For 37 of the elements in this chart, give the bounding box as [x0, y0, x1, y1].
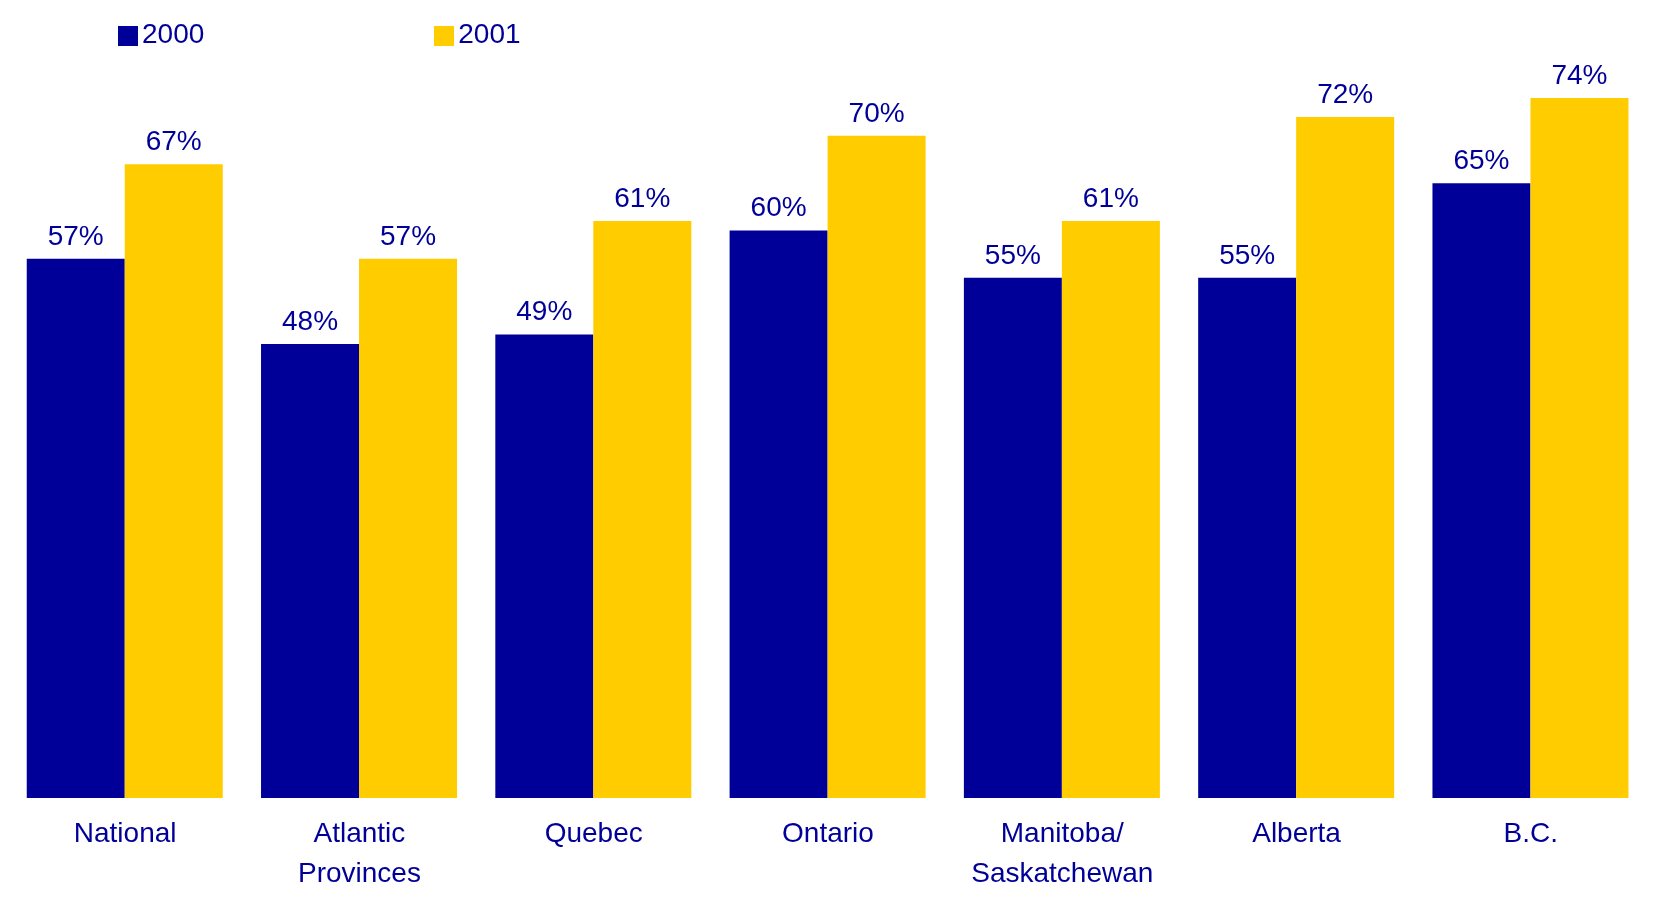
legend-label: 2000 [142, 18, 205, 49]
bar [1530, 98, 1629, 798]
bar [1198, 277, 1297, 798]
bar [124, 164, 223, 798]
data-label: 74% [1551, 59, 1608, 90]
bar [593, 220, 692, 798]
data-label: 60% [750, 191, 807, 223]
data-label: 48% [282, 304, 339, 336]
x-tick-label: Atlantic Provinces [297, 816, 421, 888]
bar [26, 258, 125, 798]
bar [1432, 183, 1531, 798]
data-label: 57% [380, 219, 437, 251]
x-tick-label: National [73, 816, 177, 848]
data-label: 55% [1219, 238, 1276, 270]
x-tick-label: B.C. [1503, 816, 1559, 848]
data-label: 72% [1317, 77, 1374, 109]
x-tick-label: Manitoba/ Saskatchewan [971, 816, 1154, 888]
bar [359, 258, 458, 798]
data-label: 65% [1453, 144, 1510, 176]
data-label: 67% [145, 125, 202, 157]
bar [261, 343, 360, 798]
data-label: 61% [614, 181, 671, 213]
x-tick-label: Ontario [782, 816, 874, 848]
x-tick-label: Quebec [544, 816, 643, 848]
bar [1061, 220, 1160, 798]
bar [827, 135, 926, 798]
data-label: 57% [47, 219, 104, 251]
data-label: 49% [516, 295, 573, 327]
legend-label: 2001 [458, 18, 521, 49]
bar [963, 277, 1062, 798]
x-tick-label: Alberta [1252, 816, 1342, 848]
data-label: 55% [984, 238, 1041, 270]
bar [729, 230, 828, 798]
bar [495, 334, 594, 798]
data-label: 70% [848, 96, 905, 128]
data-label: 61% [1082, 181, 1139, 213]
bar [1296, 116, 1395, 798]
